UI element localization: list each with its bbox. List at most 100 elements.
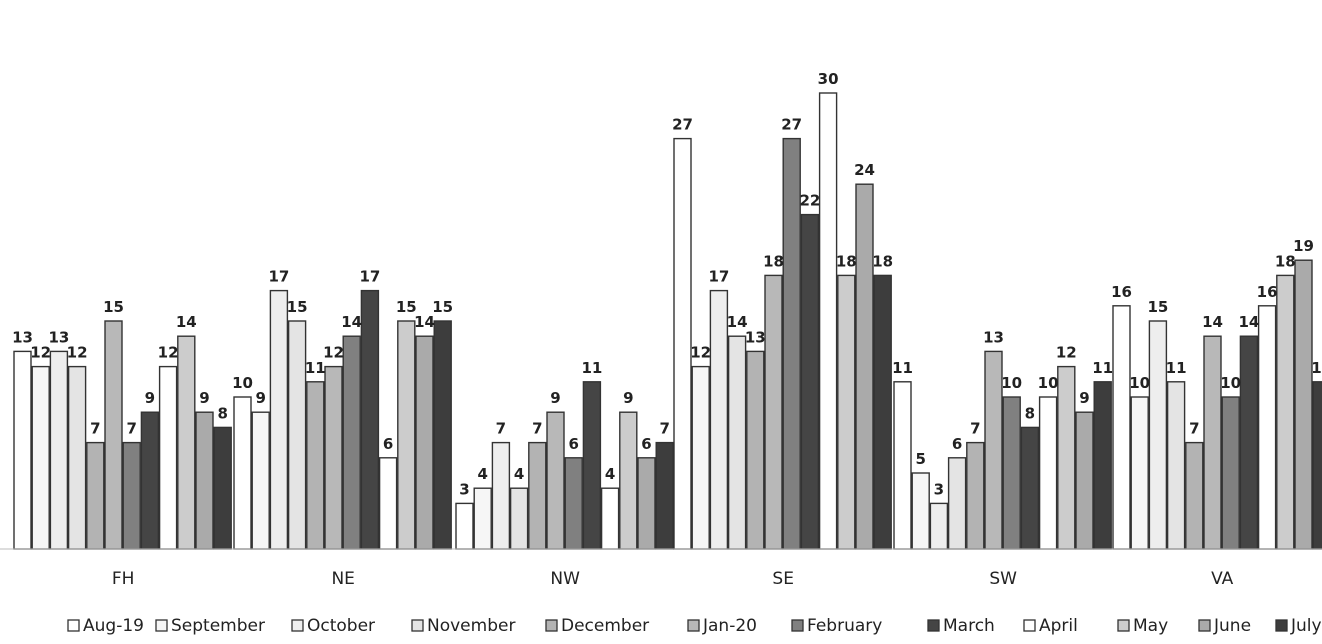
bar-sw-jan-20 — [984, 350, 1003, 550]
value-label-ne-july: 15 — [432, 298, 453, 316]
bar-ne-july — [433, 320, 452, 550]
legend-label-july: July — [1290, 616, 1322, 636]
bar-va-february — [1221, 396, 1240, 550]
bar-va-april — [1257, 305, 1277, 550]
bar-se-aug-19 — [673, 137, 692, 550]
bar-va-december — [1185, 441, 1204, 550]
value-label-sw-may: 12 — [1056, 344, 1077, 362]
value-label-nw-april: 4 — [605, 465, 615, 483]
value-label-se-february: 27 — [781, 116, 802, 134]
bar-sw-november — [947, 457, 967, 550]
value-label-sw-july: 11 — [1092, 359, 1113, 377]
bar-ne-aug-19 — [233, 396, 252, 550]
legend-label-jan-20: Jan-20 — [702, 616, 757, 636]
legend-label-november: November — [427, 616, 515, 636]
value-label-se-jan-20: 18 — [763, 252, 784, 270]
bar-fh-march — [140, 411, 160, 550]
value-label-se-aug-19: 27 — [672, 116, 693, 134]
bar-nw-september — [473, 487, 492, 550]
value-label-se-march: 22 — [799, 192, 820, 210]
bar-sw-july — [1093, 381, 1112, 550]
bar-sw-september — [911, 472, 930, 550]
legend-swatch-december — [545, 619, 558, 632]
value-label-sw-march: 8 — [1025, 404, 1035, 422]
bar-nw-december — [528, 441, 547, 550]
bar-fh-may — [177, 335, 196, 550]
legend-label-october: October — [307, 616, 375, 636]
bar-sw-aug-19 — [893, 381, 912, 550]
bar-ne-september — [251, 411, 270, 550]
legend-swatch-aug-19 — [67, 619, 80, 632]
value-label-fh-november: 12 — [67, 344, 88, 362]
value-label-fh-september: 12 — [30, 344, 51, 362]
value-label-se-july: 18 — [872, 252, 893, 270]
legend-swatch-february — [791, 619, 804, 632]
value-label-ne-october: 17 — [268, 268, 289, 286]
category-label-sw: SW — [989, 569, 1017, 589]
bar-va-october — [1148, 320, 1168, 550]
bar-se-july — [873, 274, 892, 550]
value-label-ne-december: 11 — [305, 359, 326, 377]
bar-sw-february — [1002, 396, 1021, 550]
value-label-ne-june: 14 — [414, 313, 435, 331]
value-label-fh-april: 12 — [158, 344, 179, 362]
bar-nw-jan-20 — [546, 411, 565, 550]
bar-sw-october — [929, 502, 949, 550]
bar-va-september — [1130, 396, 1149, 550]
value-label-ne-jan-20: 12 — [323, 344, 344, 362]
value-label-se-may: 18 — [836, 252, 857, 270]
bar-sw-june — [1075, 411, 1094, 550]
value-label-sw-december: 7 — [970, 420, 980, 438]
bar-se-october — [709, 289, 729, 550]
bar-ne-february — [342, 335, 361, 550]
bar-va-june — [1294, 259, 1313, 550]
bar-va-march — [1239, 335, 1259, 550]
value-label-sw-aug-19: 11 — [892, 359, 913, 377]
value-label-ne-february: 14 — [341, 313, 362, 331]
bar-sw-december — [966, 441, 985, 550]
bar-nw-june — [637, 457, 656, 550]
legend-label-may: May — [1133, 616, 1168, 636]
value-label-nw-december: 7 — [532, 420, 542, 438]
category-label-nw: NW — [550, 569, 580, 589]
bar-se-jan-20 — [764, 274, 783, 550]
bar-fh-jan-20 — [104, 320, 123, 550]
legend-swatch-september — [155, 619, 168, 632]
bar-se-may — [837, 274, 856, 550]
value-label-sw-jan-20: 13 — [983, 328, 1004, 346]
value-label-ne-september: 9 — [255, 389, 265, 407]
value-label-fh-july: 8 — [217, 404, 227, 422]
bar-va-july — [1312, 381, 1322, 550]
legend-swatch-may — [1117, 619, 1130, 632]
legend-swatch-june — [1198, 619, 1211, 632]
value-label-sw-september: 5 — [915, 450, 925, 468]
legend-swatch-jan-20 — [687, 619, 700, 632]
value-label-va-aug-19: 16 — [1111, 283, 1132, 301]
value-label-se-october: 17 — [708, 268, 729, 286]
value-label-ne-march: 17 — [359, 268, 380, 286]
bar-nw-november — [509, 487, 529, 550]
value-label-nw-march: 11 — [581, 359, 602, 377]
value-label-fh-june: 9 — [199, 389, 209, 407]
value-label-sw-february: 10 — [1001, 374, 1022, 392]
value-label-nw-aug-19: 3 — [459, 480, 469, 498]
bar-fh-february — [122, 441, 141, 550]
bar-se-november — [727, 335, 747, 550]
value-label-ne-november: 15 — [287, 298, 308, 316]
value-label-va-february: 10 — [1220, 374, 1241, 392]
value-label-fh-december: 7 — [90, 420, 100, 438]
value-label-fh-march: 9 — [145, 389, 155, 407]
value-label-va-october: 15 — [1147, 298, 1168, 316]
value-label-va-december: 7 — [1189, 420, 1199, 438]
bar-fh-july — [213, 426, 232, 550]
bar-nw-may — [619, 411, 638, 550]
bar-se-april — [818, 92, 838, 550]
legend-label-aug-19: Aug-19 — [83, 616, 144, 636]
legend-swatch-october — [291, 619, 304, 632]
bar-se-june — [855, 183, 874, 550]
value-label-sw-june: 9 — [1079, 389, 1089, 407]
legend-label-march: March — [943, 616, 995, 636]
value-label-se-november: 14 — [727, 313, 748, 331]
value-label-ne-aug-19: 10 — [232, 374, 253, 392]
